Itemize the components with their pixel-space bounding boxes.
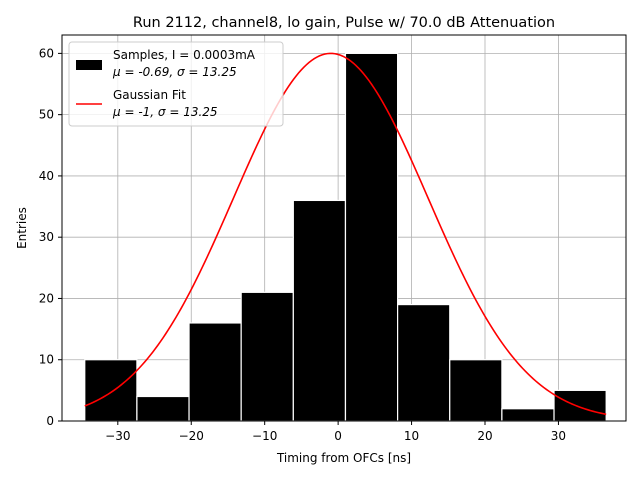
legend-fit-mu: μ = -1, <box>112 105 158 119</box>
y-tick-label: 0 <box>46 414 54 428</box>
histogram-bar-3 <box>188 322 242 422</box>
y-tick-label: 40 <box>39 169 54 183</box>
legend-box <box>68 41 284 127</box>
x-tick-label: 20 <box>477 429 492 443</box>
histogram-bar-6 <box>344 52 399 422</box>
x-tick-label: −20 <box>179 429 204 443</box>
legend-samples-stats: μ = -0.69, σ = 13.25 <box>112 65 237 79</box>
x-axis-label: Timing from OFCs [ns] <box>276 451 411 465</box>
legend-fit-label: Gaussian Fit <box>113 88 186 102</box>
histogram-bar-9 <box>501 408 555 422</box>
y-tick-label: 10 <box>39 353 54 367</box>
histogram-bar-7 <box>397 303 451 422</box>
gaussian-fit-line <box>84 52 607 416</box>
legend-samples-sigma: σ = 13.25 <box>177 65 237 79</box>
x-tick-label: 10 <box>404 429 419 443</box>
histogram-bar-10 <box>553 389 607 422</box>
histogram-bar-8 <box>449 359 503 422</box>
x-tick-label: 30 <box>551 429 566 443</box>
chart-title: Run 2112, channel8, lo gain, Pulse w/ 70… <box>133 15 555 31</box>
histogram-bar-4 <box>240 291 294 422</box>
y-tick-label: 30 <box>39 230 54 244</box>
legend-fit-sigma: σ = 13.25 <box>158 105 218 119</box>
x-tick-label: 0 <box>334 429 342 443</box>
legend-samples-label: Samples, I = 0.0003mA <box>113 48 256 62</box>
y-tick-label: 20 <box>39 291 54 305</box>
x-tick-label: −10 <box>252 429 277 443</box>
plot-frame <box>61 34 627 422</box>
legend-samples-mu: μ = -0.69, <box>112 65 177 79</box>
y-axis-ticks: 0 10 20 30 40 50 60 <box>39 46 62 428</box>
legend-samples-patch <box>76 60 102 70</box>
histogram-bar-2 <box>136 395 190 422</box>
legend-fit-stats: μ = -1, σ = 13.25 <box>112 105 218 119</box>
y-tick-label: 50 <box>39 108 54 122</box>
x-tick-label: −30 <box>105 429 130 443</box>
x-axis-ticks: −30 −20 −10 0 10 20 30 <box>105 421 566 443</box>
y-tick-label: 60 <box>39 46 54 60</box>
histogram-bar-5 <box>292 199 347 422</box>
y-axis-label: Entries <box>15 207 29 249</box>
legend: Samples, I = 0.0003mA μ = -0.69, σ = 13.… <box>68 41 284 127</box>
histogram-bar-1 <box>84 359 138 422</box>
